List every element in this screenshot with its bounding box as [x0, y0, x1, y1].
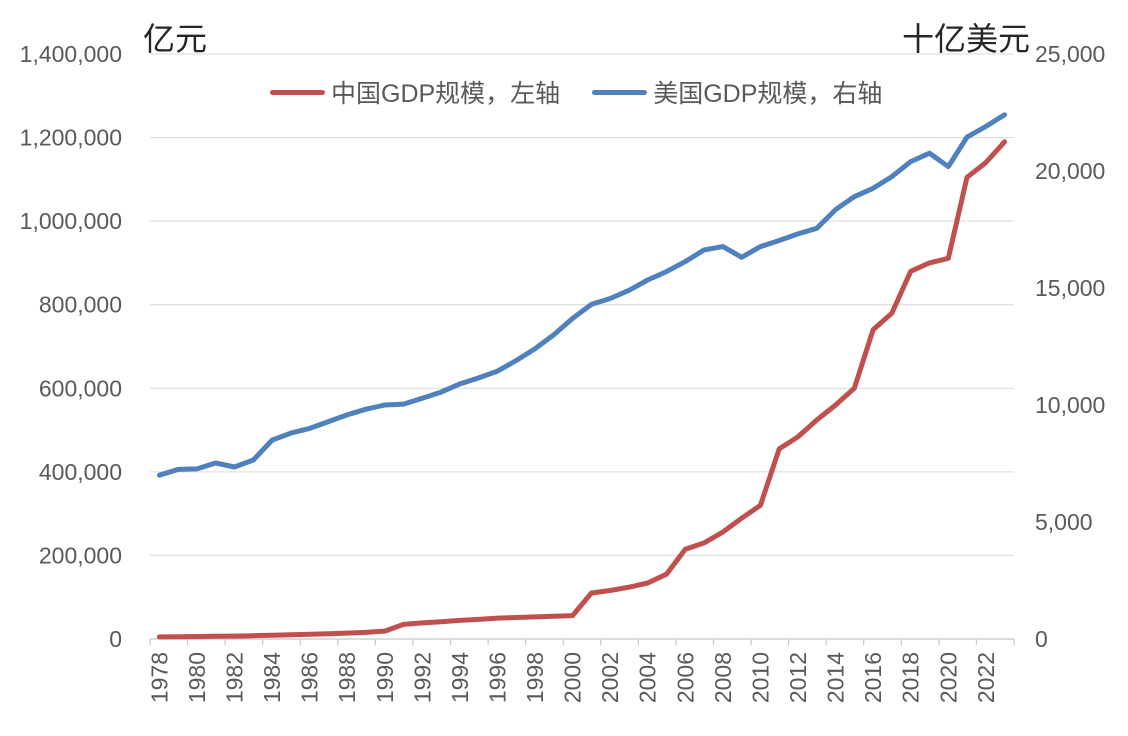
x-axis-tick-label: 2020: [935, 652, 961, 703]
x-axis-tick-label: 2002: [597, 652, 623, 703]
x-axis-tick-label: 1998: [522, 652, 548, 703]
left-axis-tick-label: 1,200,000: [20, 125, 122, 151]
x-axis-tick-label: 2012: [785, 652, 811, 703]
left-axis-tick-label: 800,000: [39, 292, 122, 318]
left-axis-tick-label: 400,000: [39, 459, 122, 485]
left-axis-tick-label: 200,000: [39, 542, 122, 568]
left-axis-tick-label: 1,000,000: [20, 208, 122, 234]
legend-item-us-gdp: 美国GDP规模，右轴: [592, 74, 882, 110]
x-axis-tick-label: 2018: [898, 652, 924, 703]
left-axis-tick-label: 600,000: [39, 375, 122, 401]
x-axis-tick-label: 2008: [710, 652, 736, 703]
right-axis-tick-label: 15,000: [1035, 275, 1105, 301]
x-axis-tick-label: 1992: [409, 652, 435, 703]
right-axis-tick-label: 20,000: [1035, 158, 1105, 184]
x-axis-tick-label: 2004: [635, 652, 661, 703]
us-gdp-line: [156, 112, 1008, 478]
legend-label-china-gdp: 中国GDP规模，左轴: [331, 80, 561, 108]
x-axis-tick-label: 2016: [860, 652, 886, 703]
x-axis-tick-label: 1988: [334, 652, 360, 703]
right-axis-tick-label: 10,000: [1035, 392, 1105, 418]
x-axis-tick-label: 2022: [973, 652, 999, 703]
left-axis-tick-label: 1,400,000: [20, 41, 122, 67]
x-axis-tick-label: 1978: [146, 652, 172, 703]
x-axis-tick-label: 1996: [485, 652, 511, 703]
legend-label-us-gdp: 美国GDP规模，右轴: [653, 80, 883, 108]
x-axis-tick-label: 1990: [372, 652, 398, 703]
china-gdp-line: [156, 139, 1008, 640]
right-axis-tick-label: 25,000: [1035, 41, 1105, 67]
x-axis-tick-label: 2000: [560, 652, 586, 703]
left-axis-tick-label: 0: [109, 626, 122, 652]
x-axis-tick-label: 1984: [259, 652, 285, 703]
x-axis-tick-label: 2010: [747, 652, 773, 703]
x-axis-tick-label: 1994: [447, 652, 473, 703]
legend: 中国GDP规模，左轴 美国GDP规模，右轴: [270, 74, 882, 110]
right-axis-tick-label: 0: [1035, 626, 1048, 652]
us-line-swatch: [592, 89, 648, 95]
x-axis-tick-label: 1986: [297, 652, 323, 703]
left-axis-unit-label: 亿元: [143, 20, 208, 58]
x-axis-tick-label: 2014: [823, 652, 849, 703]
china-line-swatch: [270, 89, 325, 95]
right-axis-unit-label: 十亿美元: [901, 20, 1030, 58]
x-axis-tick-label: 1980: [184, 652, 210, 703]
x-axis-tick-label: 2006: [672, 652, 698, 703]
legend-item-china-gdp: 中国GDP规模，左轴: [270, 74, 560, 110]
x-axis-tick-label: 1982: [222, 652, 248, 703]
right-axis-tick-label: 5,000: [1035, 509, 1093, 535]
